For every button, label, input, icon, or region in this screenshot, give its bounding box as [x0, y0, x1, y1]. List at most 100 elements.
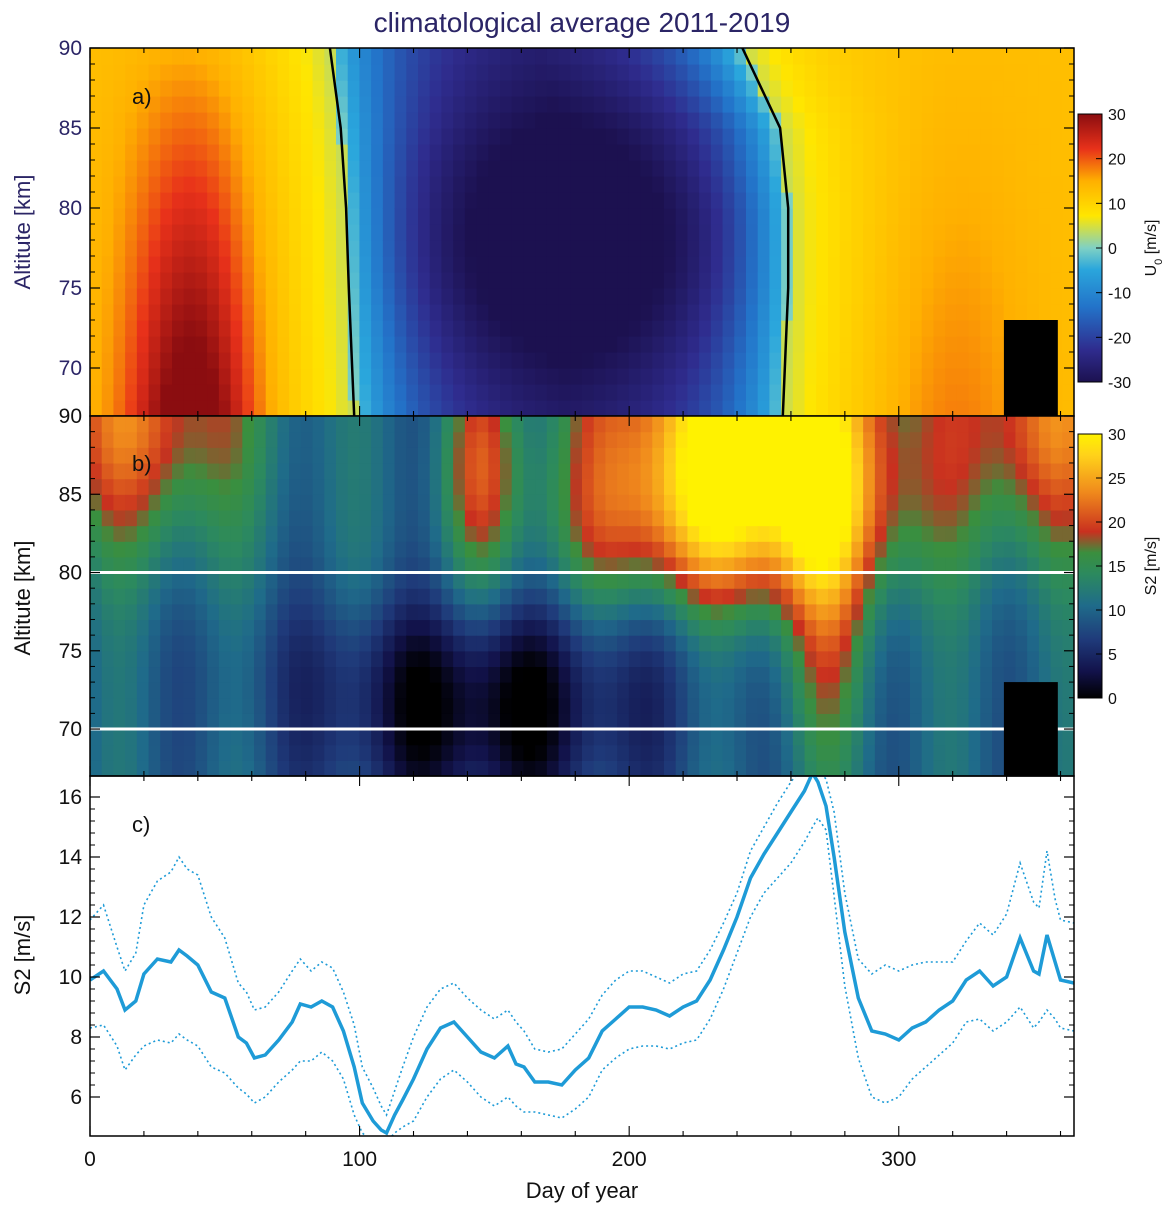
heatmap-a-cell	[992, 48, 1005, 65]
heatmap-a-cell	[582, 240, 595, 257]
heatmap-a-cell	[792, 368, 806, 385]
heatmap-a-cell	[710, 192, 724, 209]
heatmap-b-cell	[441, 541, 454, 558]
heatmap-b-cell	[113, 509, 126, 527]
heatmap-b-cell	[628, 760, 642, 776]
heatmap-b-cell	[781, 509, 794, 527]
heatmap-b-cell	[406, 729, 419, 746]
heatmap-b-cell	[921, 635, 935, 652]
heatmap-b-cell	[757, 697, 771, 714]
heatmap-a-cell	[160, 160, 173, 177]
heatmap-b-cell	[1062, 541, 1074, 558]
heatmap-b-cell	[605, 697, 618, 714]
heatmap-a-cell	[324, 304, 337, 321]
heatmap-a-cell	[980, 64, 993, 81]
heatmap-b-cell	[816, 572, 829, 589]
heatmap-b-cell	[640, 588, 653, 605]
heatmap-b-cell	[1003, 494, 1017, 511]
heatmap-a-cell	[265, 80, 279, 97]
heatmap-b-cell	[289, 744, 302, 761]
panel-a-zero-contour-right	[741, 47, 790, 417]
heatmap-a-cell	[300, 192, 314, 209]
heatmap-b-cell	[710, 650, 724, 668]
heatmap-b-cell	[242, 713, 255, 730]
heatmap-a-cell	[523, 128, 536, 145]
heatmap-b-cell	[921, 478, 935, 495]
series-lower-bound-line	[90, 816, 1074, 1136]
heatmap-b-cell	[254, 447, 267, 464]
heatmap-a-cell	[359, 224, 372, 241]
heatmap-b-cell	[453, 713, 466, 730]
heatmap-a-cell	[839, 240, 853, 257]
heatmap-a-cell	[511, 256, 525, 273]
heatmap-a-cell	[195, 304, 208, 321]
heatmap-a-cell	[90, 272, 103, 289]
heatmap-a-cell	[734, 64, 747, 81]
heatmap-b-cell	[804, 619, 817, 636]
heatmap-a-cell	[816, 256, 829, 273]
heatmap-a-cell	[816, 96, 829, 113]
heatmap-a-cell	[980, 288, 993, 305]
heatmap-a-cell	[418, 208, 431, 225]
heatmap-a-cell	[242, 80, 255, 97]
heatmap-a-cell	[828, 352, 841, 369]
heatmap-a-cell	[675, 64, 689, 81]
heatmap-b-cell	[254, 494, 267, 511]
heatmap-b-cell	[1015, 494, 1028, 511]
heatmap-a-cell	[664, 400, 677, 416]
heatmap-b-cell	[699, 447, 712, 464]
heatmap-b-cell	[640, 509, 653, 527]
heatmap-b-cell	[945, 509, 958, 527]
heatmap-b-cell	[1038, 462, 1052, 480]
heatmap-b-cell	[933, 619, 946, 636]
heatmap-a-cell	[570, 240, 583, 257]
heatmap-a-cell	[511, 400, 525, 416]
heatmap-b-cell	[371, 494, 384, 511]
heatmap-b-cell	[605, 713, 618, 730]
heatmap-b-cell	[183, 462, 197, 480]
heatmap-b-cell	[535, 682, 548, 699]
heatmap-b-cell	[710, 588, 724, 605]
heatmap-a-cell	[464, 144, 478, 161]
heatmap-a-cell	[769, 144, 782, 161]
heatmap-a-cell	[300, 80, 314, 97]
heatmap-b-cell	[382, 619, 396, 636]
heatmap-b-cell	[394, 416, 407, 433]
heatmap-a-cell	[535, 48, 548, 65]
heatmap-a-cell	[605, 208, 618, 225]
heatmap-b-cell	[722, 478, 735, 495]
panel-c-xticks	[89, 776, 1062, 1136]
heatmap-a-cell	[242, 304, 255, 321]
heatmap-b-cell	[207, 525, 220, 542]
heatmap-a-cell	[710, 144, 724, 161]
heatmap-a-cell	[722, 304, 735, 321]
heatmap-a-cell	[336, 288, 349, 305]
heatmap-b-cell	[863, 556, 876, 574]
heatmap-a-cell	[757, 304, 771, 321]
heatmap-a-cell	[945, 160, 958, 177]
heatmap-a-cell	[746, 176, 759, 193]
heatmap-b-cell	[652, 541, 665, 558]
heatmap-a-cell	[652, 112, 665, 129]
heatmap-b-cell	[617, 603, 630, 621]
heatmap-b-cell	[347, 447, 361, 464]
heatmap-a-cell	[910, 368, 923, 385]
heatmap-a-cell	[874, 80, 888, 97]
heatmap-b-cell	[734, 713, 747, 730]
heatmap-b-cell	[980, 697, 993, 714]
heatmap-b-cell	[640, 744, 653, 761]
heatmap-b-cell	[1050, 588, 1063, 605]
heatmap-b-cell	[921, 509, 935, 527]
heatmap-b-cell	[898, 760, 911, 776]
heatmap-b-cell	[277, 635, 290, 652]
heatmap-a-cell	[418, 144, 431, 161]
heatmap-a-cell	[792, 128, 806, 145]
heatmap-a-cell	[230, 256, 243, 273]
heatmap-b-cell	[722, 682, 735, 699]
heatmap-b-cell	[371, 619, 384, 636]
heatmap-a-cell	[851, 144, 864, 161]
heatmap-b-cell	[886, 635, 899, 652]
heatmap-a-cell	[218, 240, 232, 257]
heatmap-a-cell	[476, 96, 489, 113]
